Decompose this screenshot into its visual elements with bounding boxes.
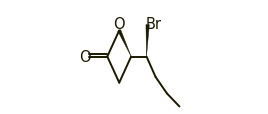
Polygon shape <box>146 25 149 57</box>
Text: Br: Br <box>146 17 162 32</box>
Text: O: O <box>113 17 125 32</box>
Text: O: O <box>79 50 91 64</box>
Polygon shape <box>118 30 131 57</box>
